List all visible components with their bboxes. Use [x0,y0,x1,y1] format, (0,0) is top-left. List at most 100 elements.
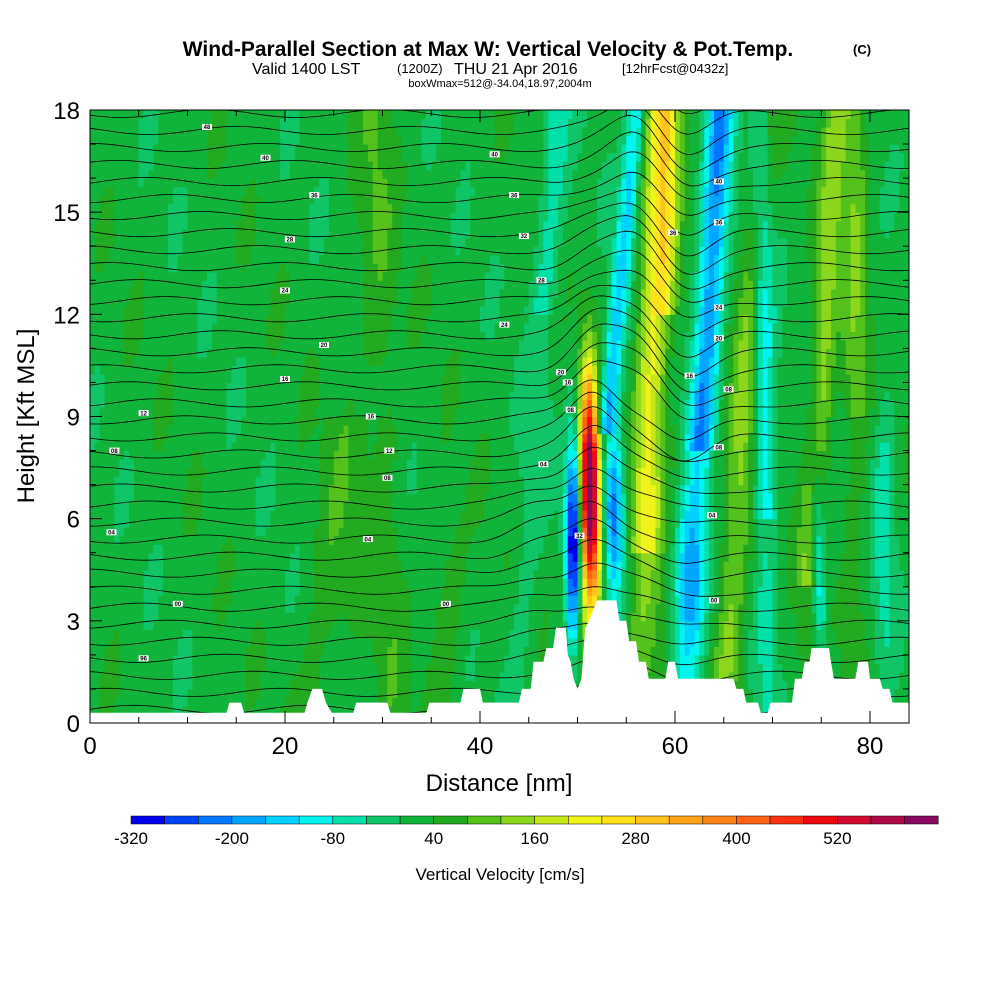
velocity-cell [221,637,228,647]
velocity-cell [348,178,354,188]
velocity-cell [163,263,169,273]
velocity-cell [275,288,281,298]
velocity-cell [338,552,345,562]
velocity-cell [250,433,257,443]
velocity-cell [270,442,276,452]
velocity-cell [314,552,320,562]
velocity-cell [221,169,228,179]
velocity-cell [421,382,427,392]
velocity-cell [358,459,364,469]
velocity-cell [99,407,106,418]
velocity-cell [192,152,198,162]
velocity-cell [377,671,384,682]
velocity-cell [304,254,310,264]
velocity-cell [241,152,247,162]
velocity-cell [387,663,393,673]
velocity-cell [163,544,169,554]
velocity-cell [343,373,349,384]
velocity-cell [275,561,281,571]
velocity-cell [416,654,423,664]
velocity-cell [129,629,135,639]
velocity-cell [177,237,184,247]
velocity-cell [309,229,315,239]
velocity-cell [324,663,330,673]
velocity-cell [207,322,213,332]
velocity-cell [143,152,150,162]
velocity-cell [168,603,174,613]
velocity-cell [285,527,291,537]
velocity-cell [270,305,276,315]
velocity-cell [250,390,257,401]
velocity-cell [280,135,286,145]
velocity-cell [192,442,198,452]
velocity-cell [402,527,408,537]
velocity-cell [367,305,374,315]
velocity-cell [138,246,145,256]
velocity-cell [133,373,140,384]
velocity-cell [338,169,345,179]
velocity-cell [211,688,218,699]
velocity-cell [275,459,281,469]
velocity-cell [397,416,403,426]
velocity-cell [304,220,310,230]
velocity-cell [153,220,159,230]
velocity-cell [109,348,115,358]
velocity-cell [309,127,315,137]
velocity-cell [299,254,306,264]
velocity-cell [133,356,140,367]
velocity-cell [363,476,369,486]
velocity-cell [138,442,145,452]
velocity-cell [119,535,125,545]
velocity-cell [421,603,427,613]
velocity-cell [367,476,374,486]
velocity-cell [309,467,315,477]
velocity-cell [124,331,130,341]
velocity-cell [402,297,408,307]
velocity-cell [421,671,427,682]
velocity-cell [172,110,179,120]
velocity-cell [270,152,276,162]
velocity-cell [133,365,140,375]
velocity-cell [280,544,286,554]
velocity-cell [353,280,359,290]
velocity-cell [129,501,135,511]
velocity-cell [265,629,271,639]
velocity-cell [426,671,432,682]
velocity-cell [94,518,101,528]
velocity-cell [338,161,345,171]
velocity-cell [314,535,320,545]
velocity-cell [124,603,130,613]
velocity-cell [250,705,257,716]
velocity-cell [119,433,125,443]
velocity-cell [255,178,262,188]
velocity-cell [216,203,223,213]
velocity-cell [177,459,184,469]
velocity-cell [99,510,106,520]
velocity-cell [163,493,169,503]
velocity-cell [309,314,315,324]
velocity-cell [255,697,262,707]
velocity-cell [421,450,427,460]
velocity-cell [192,552,198,562]
velocity-cell [192,118,198,128]
velocity-cell [358,186,364,196]
velocity-cell [90,586,96,596]
velocity-cell [387,527,393,537]
velocity-cell [392,552,398,562]
velocity-cell [324,186,330,196]
velocity-cell [192,297,198,307]
velocity-cell [255,127,262,137]
velocity-cell [143,331,150,341]
velocity-cell [138,603,145,613]
velocity-cell [216,646,223,656]
velocity-cell [226,442,232,452]
velocity-cell [211,493,218,503]
velocity-cell [289,220,296,230]
velocity-cell [99,186,106,196]
velocity-cell [406,467,413,477]
velocity-cell [402,178,408,188]
velocity-cell [328,629,335,639]
velocity-cell [265,203,271,213]
velocity-cell [182,476,189,486]
velocity-cell [338,280,345,290]
